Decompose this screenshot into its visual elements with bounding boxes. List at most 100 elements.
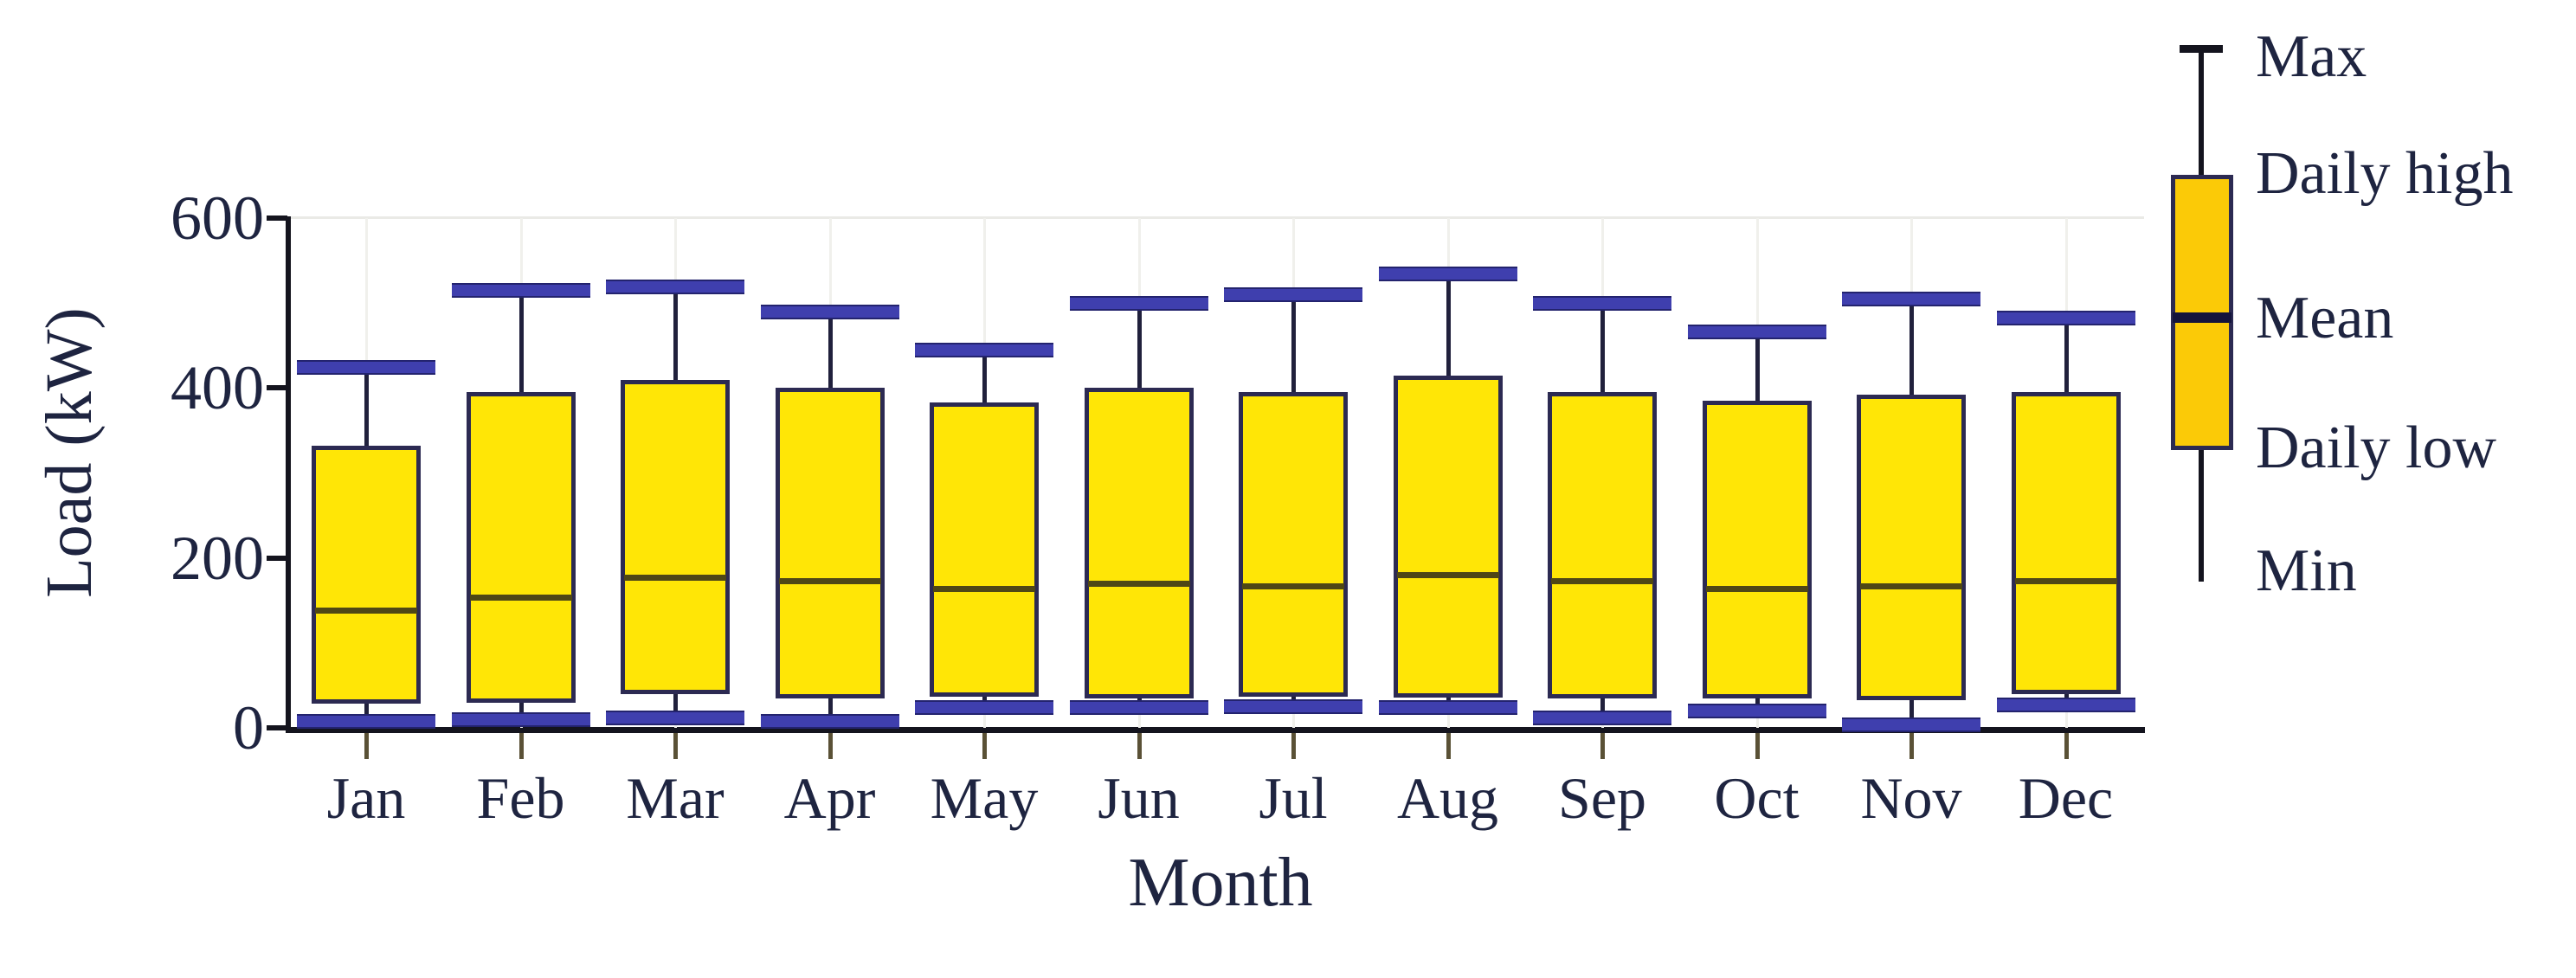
month-label-Nov: Nov: [1860, 765, 1962, 831]
y-tick-label-400: 400: [171, 353, 264, 423]
max-whisker-line-Apr: [828, 311, 833, 389]
max-whisker-line-Feb: [518, 290, 524, 393]
y-tick-label-0: 0: [233, 693, 264, 762]
plot-area-top-border: [287, 216, 2144, 219]
min-whisker-line-Feb: [518, 702, 524, 720]
y-axis-title: Load (kW): [33, 307, 106, 598]
max-whisker-cap-Mar: [606, 279, 744, 294]
min-whisker-cap-Sep: [1533, 711, 1671, 726]
max-whisker-cap-Aug: [1378, 266, 1517, 281]
mean-line-Dec: [2014, 578, 2117, 585]
mean-line-Mar: [624, 575, 726, 582]
box-Mar: [621, 379, 730, 694]
legend-max-cap: [2180, 45, 2223, 53]
x-axis-tick-Oct: [1755, 733, 1760, 759]
max-whisker-cap-Feb: [451, 283, 590, 299]
max-whisker-cap-May: [915, 343, 1053, 358]
max-whisker-cap-Sep: [1533, 296, 1671, 312]
x-axis-tick-Feb: [518, 733, 524, 759]
mean-line-May: [933, 586, 1035, 592]
min-whisker-line-Apr: [828, 698, 833, 722]
month-label-Dec: Dec: [2018, 765, 2114, 831]
min-whisker-cap-Jan: [297, 714, 435, 730]
min-whisker-cap-May: [915, 700, 1053, 716]
x-axis-title: Month: [1128, 845, 1313, 921]
mean-line-Jul: [1242, 583, 1344, 590]
max-whisker-line-Mar: [673, 286, 678, 380]
min-whisker-cap-Apr: [760, 714, 899, 730]
max-whisker-line-Aug: [1446, 273, 1451, 376]
max-whisker-line-Jul: [1291, 294, 1296, 393]
min-whisker-cap-Feb: [451, 712, 590, 728]
mean-line-Jan: [315, 607, 417, 614]
min-whisker-cap-Mar: [606, 711, 744, 726]
y-axis-tick-600: [267, 216, 287, 221]
y-axis-line: [286, 216, 291, 731]
x-axis-tick-Sep: [1600, 733, 1605, 759]
mean-line-Sep: [1551, 578, 1653, 585]
month-label-Apr: Apr: [783, 765, 876, 831]
legend-label-daily-high: Daily high: [2256, 140, 2514, 207]
min-whisker-cap-Oct: [1687, 704, 1826, 719]
box-Jun: [1084, 388, 1194, 698]
month-label-Jun: Jun: [1098, 765, 1180, 831]
max-whisker-cap-Dec: [1996, 310, 2135, 325]
box-Aug: [1393, 375, 1503, 698]
min-whisker-cap-Aug: [1378, 700, 1517, 716]
mean-line-Aug: [1396, 572, 1499, 579]
min-whisker-cap-Dec: [1996, 697, 2135, 712]
month-label-Feb: Feb: [476, 765, 565, 831]
max-whisker-line-May: [982, 350, 987, 403]
x-axis-tick-Mar: [673, 733, 678, 759]
x-axis-tick-Dec: [2064, 733, 2069, 759]
min-whisker-line-Mar: [673, 693, 678, 718]
max-whisker-line-Sep: [1600, 303, 1605, 393]
max-whisker-cap-Jun: [1069, 296, 1208, 312]
y-axis-tick-0: [267, 725, 287, 730]
y-tick-label-600: 600: [171, 183, 264, 253]
x-axis-line: [286, 727, 2145, 733]
box-Dec: [2011, 392, 2121, 694]
box-May: [930, 402, 1039, 697]
max-whisker-cap-Nov: [1842, 292, 1980, 307]
month-label-Aug: Aug: [1396, 765, 1499, 831]
mean-line-Jun: [1087, 581, 1190, 588]
legend-label-max: Max: [2256, 23, 2367, 90]
min-whisker-cap-Jun: [1069, 700, 1208, 716]
x-axis-tick-Nov: [1909, 733, 1914, 759]
month-label-May: May: [930, 765, 1039, 831]
month-label-Mar: Mar: [626, 765, 724, 831]
min-whisker-line-Sep: [1600, 698, 1605, 718]
mean-line-Apr: [778, 578, 881, 585]
mean-line-Oct: [1705, 586, 1808, 592]
box-Jul: [1239, 392, 1348, 697]
box-Jan: [312, 446, 421, 704]
x-axis-tick-Jan: [364, 733, 369, 759]
legend-label-daily-low: Daily low: [2256, 415, 2497, 481]
legend-label-mean: Mean: [2256, 285, 2394, 351]
box-Apr: [775, 388, 885, 698]
max-whisker-cap-Jul: [1224, 287, 1362, 303]
month-label-Sep: Sep: [1558, 765, 1646, 831]
x-axis-tick-Aug: [1446, 733, 1451, 759]
month-label-Jul: Jul: [1259, 765, 1328, 831]
legend-label-min: Min: [2256, 537, 2357, 604]
box-Feb: [466, 392, 576, 703]
min-whisker-line-Nov: [1909, 699, 1914, 725]
x-axis-tick-Apr: [828, 733, 833, 759]
month-label-Jan: Jan: [326, 765, 406, 831]
min-whisker-cap-Jul: [1224, 699, 1362, 715]
box-Oct: [1702, 401, 1812, 698]
max-whisker-line-Jan: [364, 366, 369, 447]
box-Sep: [1548, 392, 1657, 698]
month-label-Oct: Oct: [1714, 765, 1800, 831]
max-whisker-cap-Oct: [1687, 324, 1826, 339]
max-whisker-cap-Jan: [297, 359, 435, 375]
max-whisker-line-Nov: [1909, 299, 1914, 396]
max-whisker-line-Jun: [1137, 303, 1142, 389]
mean-line-Nov: [1860, 583, 1962, 590]
y-tick-label-200: 200: [171, 523, 264, 593]
y-axis-tick-400: [267, 385, 287, 391]
mean-line-Feb: [469, 594, 572, 601]
